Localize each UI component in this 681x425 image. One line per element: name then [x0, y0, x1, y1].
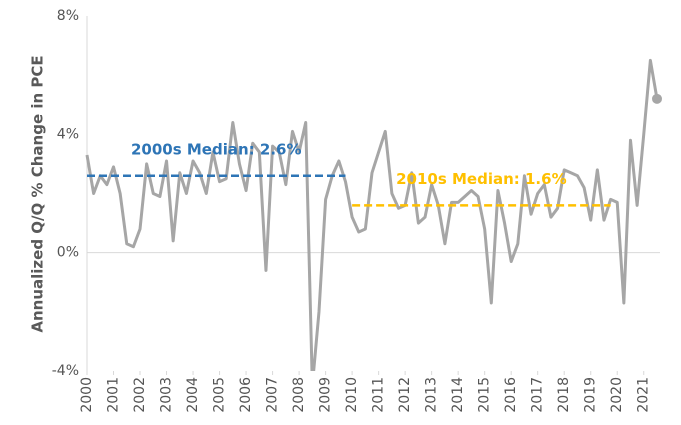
x-tick-label: 2002 — [132, 377, 148, 413]
x-tick-label: 2011 — [371, 377, 387, 413]
x-tick-label: 2021 — [636, 377, 652, 413]
x-tick-label: 2009 — [318, 377, 334, 413]
median-label: 2010s Median: 1.6% — [396, 170, 567, 188]
series-line — [85, 58, 659, 371]
x-tick-label: 2003 — [159, 377, 175, 413]
x-tick-label: 2014 — [450, 377, 466, 413]
plot-area — [85, 58, 659, 371]
median-label: 2000s Median: 2.6% — [131, 140, 302, 158]
x-tick-label: 2016 — [503, 377, 519, 413]
x-tick-label: 2020 — [609, 377, 625, 413]
x-tick-label: 2017 — [530, 377, 546, 413]
x-tick-label: 2008 — [291, 377, 307, 413]
x-tick-label: 2000 — [79, 377, 95, 413]
y-tick-label: 4% — [57, 126, 79, 142]
x-tick-label: 2005 — [212, 377, 228, 413]
y-tick-label: -4% — [52, 363, 79, 379]
x-tick-label: 2010 — [344, 377, 360, 413]
x-tick-label: 2012 — [397, 377, 413, 413]
x-tick-label: 2013 — [424, 377, 440, 413]
x-tick-label: 2007 — [265, 377, 281, 413]
x-tick-label: 2004 — [185, 377, 201, 413]
x-tick-label: 2001 — [106, 377, 122, 413]
y-axis-label: Annualized Q/Q % Change in PCE — [29, 55, 47, 332]
x-tick-label: 2006 — [238, 377, 254, 413]
last-point — [652, 93, 662, 104]
x-tick-label: 2019 — [583, 377, 599, 413]
y-tick-label: 8% — [57, 8, 79, 24]
x-tick-label: 2018 — [556, 377, 572, 413]
y-tick-label: 0% — [57, 245, 79, 261]
x-tick-label: 2015 — [477, 377, 493, 413]
